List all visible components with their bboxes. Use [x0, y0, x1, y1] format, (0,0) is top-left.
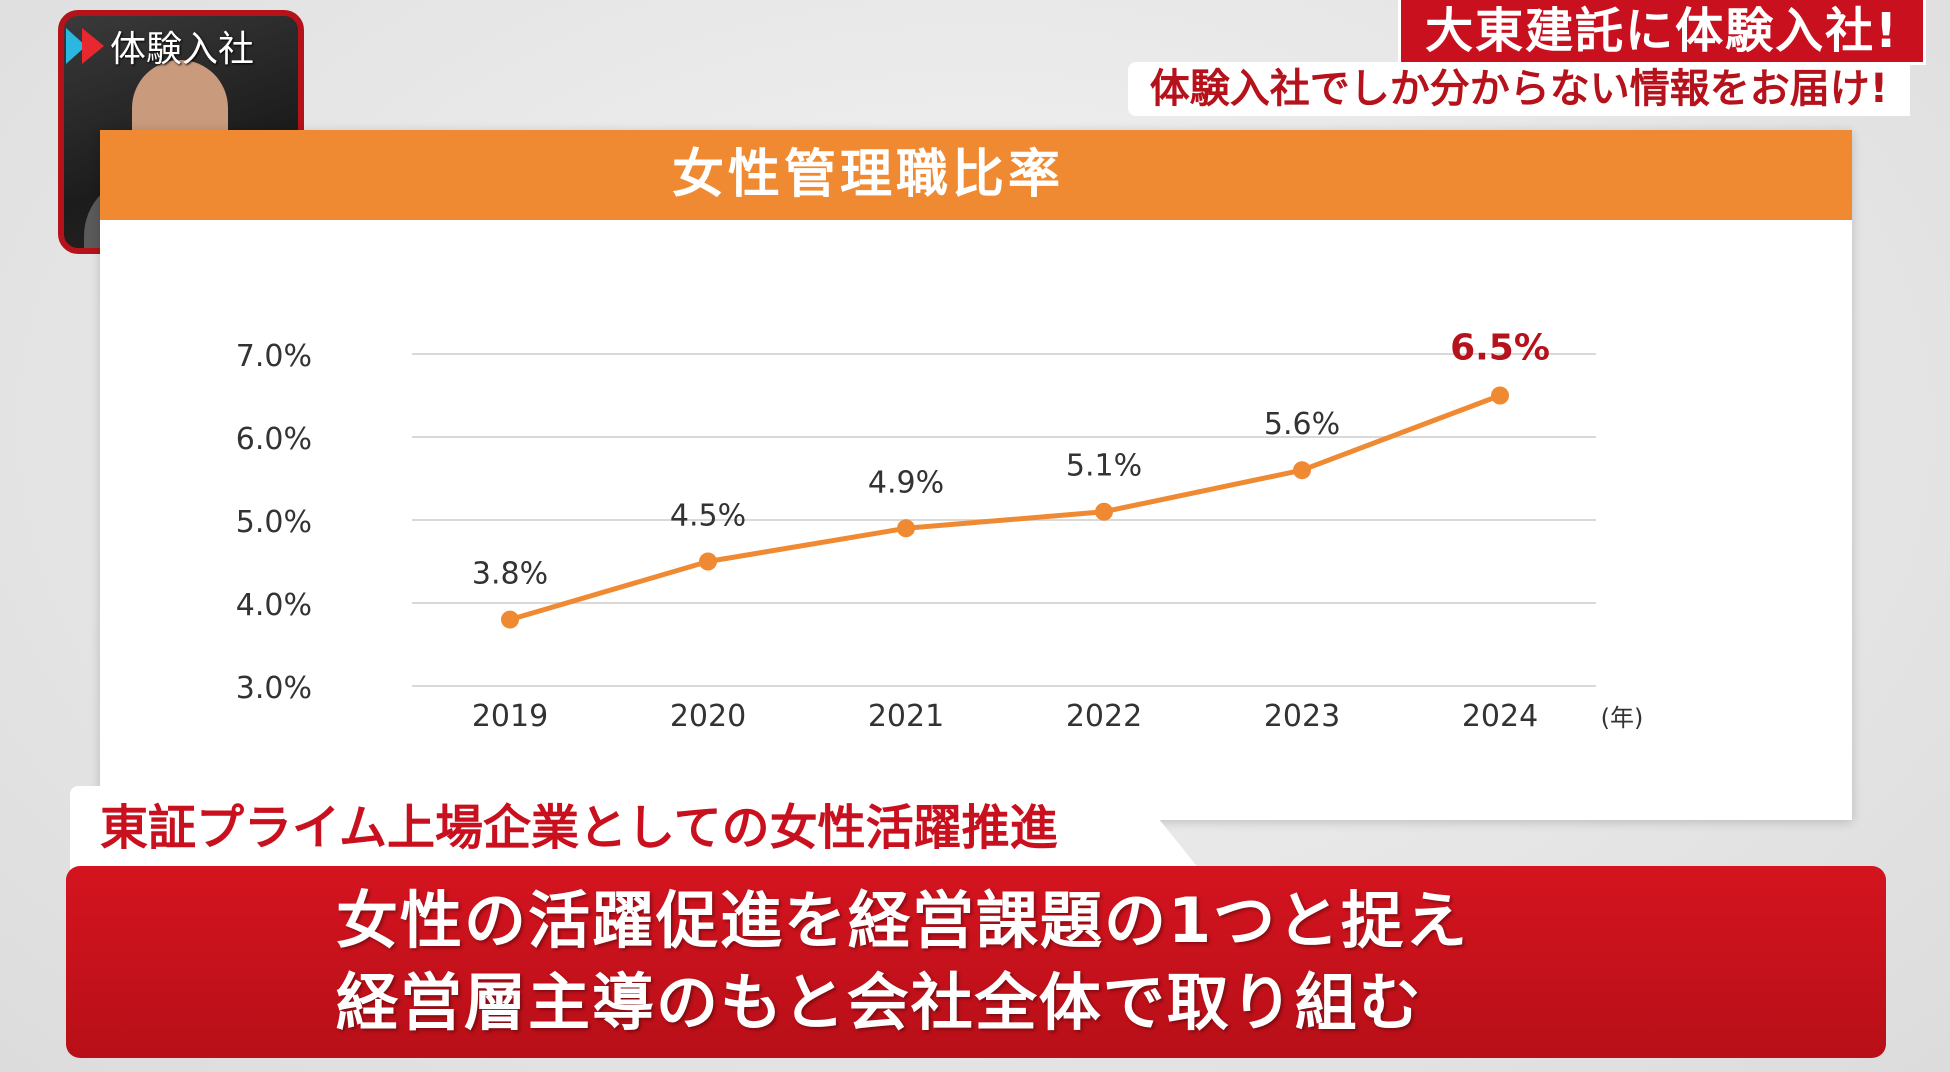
x-axis-unit-label: (年) — [1601, 704, 1644, 732]
caption-line-2: 経営層主導のもと会社全体で取り組む — [336, 966, 1423, 1039]
data-point — [699, 552, 717, 571]
caption-box: 女性の活躍促進を経営課題の1つと捉え 経営層主導のもと会社全体で取り組む — [66, 866, 1886, 1058]
y-tick-label: 6.0% — [236, 422, 312, 457]
data-point — [1491, 386, 1509, 405]
subtitle-caption: 東証プライム上場企業としての女性活躍推進 — [70, 786, 1200, 870]
x-tick-label: 2024 — [1462, 699, 1538, 734]
chart-title-bar: 女性管理職比率 — [100, 130, 1852, 220]
data-point — [897, 519, 915, 538]
line-chart: 3.0% 4.0% 5.0% 6.0% 7.0% 2019 2020 2021 2022 2023… — [236, 328, 1644, 735]
play-triangle-icon — [66, 28, 104, 64]
data-label: 4.9% — [868, 465, 944, 500]
x-tick-label: 2023 — [1264, 699, 1340, 734]
data-label: 6.5% — [1450, 328, 1550, 369]
caption-line-1: 女性の活躍促進を経営課題の1つと捉え — [336, 884, 1470, 957]
data-point — [501, 610, 519, 629]
x-tick-label: 2022 — [1066, 699, 1142, 734]
x-tick-label: 2021 — [868, 699, 944, 734]
program-title-banner: 大東建託に体験入社! — [1398, 0, 1926, 65]
x-tick-label: 2020 — [670, 699, 746, 734]
y-tick-label: 7.0% — [236, 339, 312, 374]
series-line — [509, 393, 1501, 622]
data-point — [1095, 502, 1113, 521]
chart-card: 女性管理職比率 3.0% 4.0% 5.0% 6.0% 7.0% 2019 2020 2021… — [100, 130, 1852, 820]
data-label: 5.1% — [1066, 449, 1142, 484]
program-subtitle-banner: 体験入社でしか分からない情報をお届け! — [1127, 62, 1910, 116]
data-label: 4.5% — [670, 499, 746, 534]
data-label: 3.8% — [472, 557, 548, 592]
pip-label: 体験入社 — [110, 29, 255, 70]
data-point — [1293, 461, 1311, 480]
x-tick-label: 2019 — [472, 699, 548, 734]
y-tick-label: 5.0% — [236, 505, 312, 540]
data-label: 5.6% — [1264, 407, 1340, 442]
chart-title: 女性管理職比率 — [671, 145, 1064, 205]
y-tick-label: 4.0% — [236, 588, 312, 623]
y-tick-label: 3.0% — [236, 671, 312, 706]
